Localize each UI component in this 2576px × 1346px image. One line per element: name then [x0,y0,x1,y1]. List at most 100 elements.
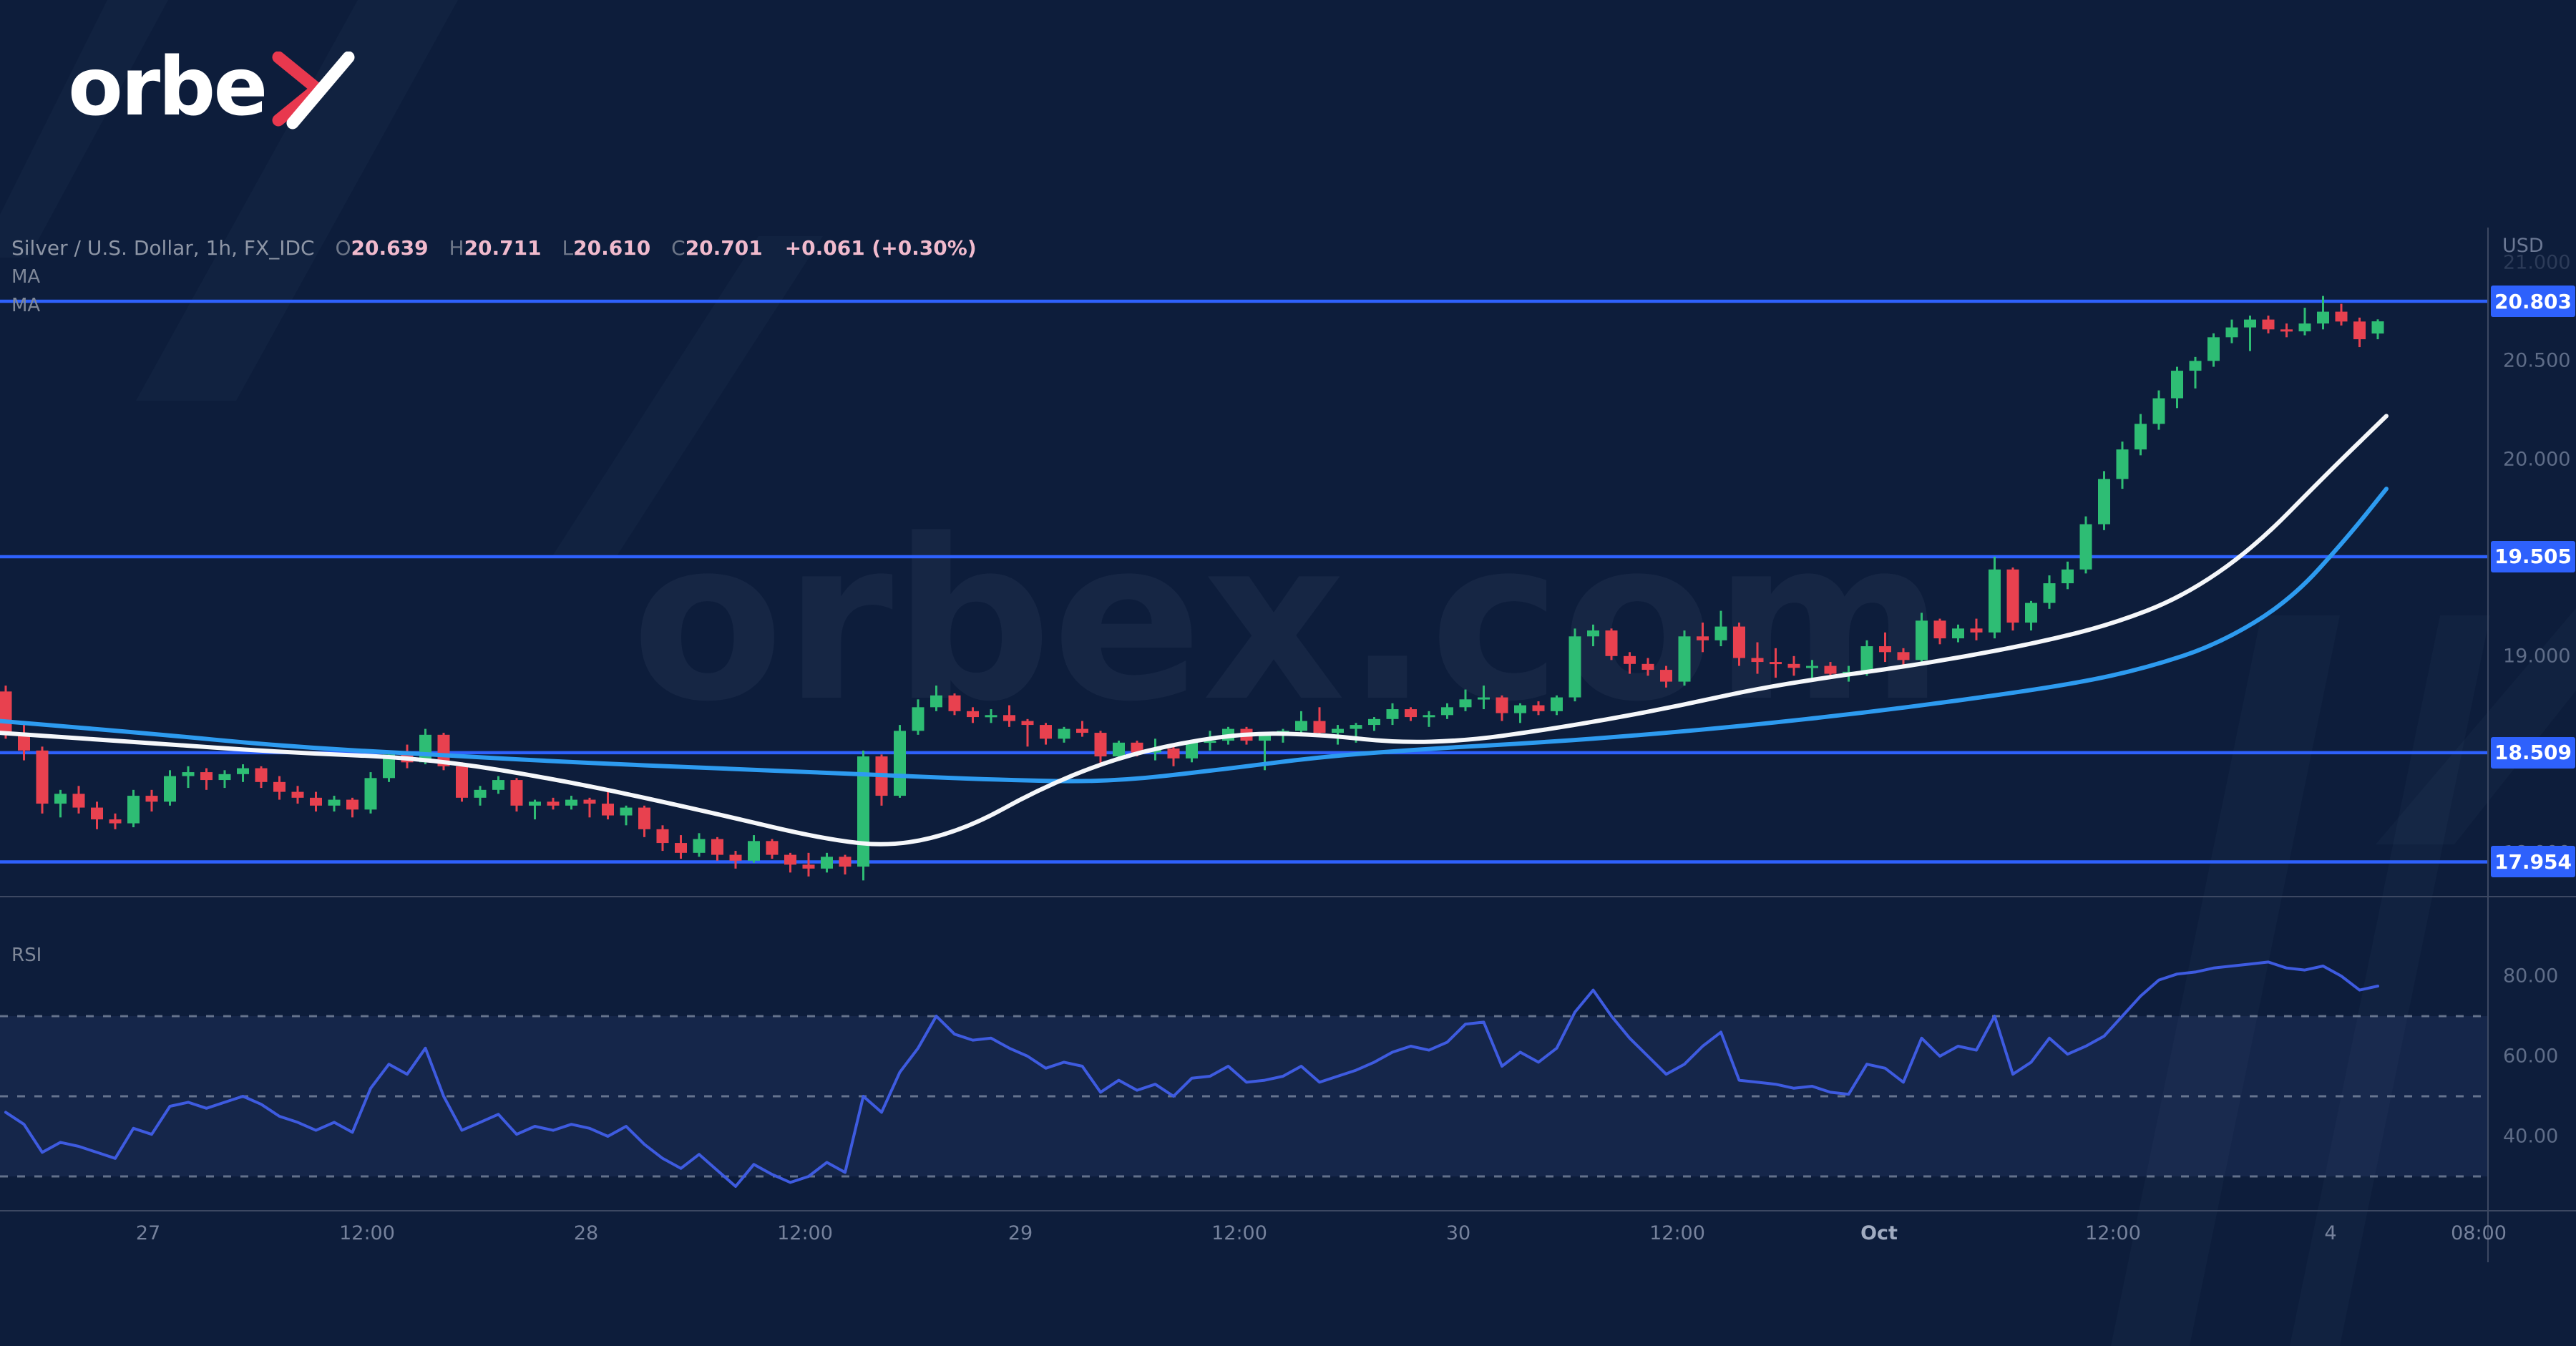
candle-body [291,791,304,798]
ma2-label[interactable]: MA [11,295,41,316]
time-tick-12:00: 12:00 [2085,1222,2141,1244]
price-badge-18.509: 18.509 [2491,736,2575,769]
candle-body [1751,658,1764,663]
candle-body [1496,697,1508,713]
ma-blue-line [0,487,2389,784]
rsi-tick-40.00: 40.00 [2503,1125,2559,1148]
logo-x-icon [272,52,355,130]
candle-body [2135,424,2147,450]
candle-body [1441,707,1453,716]
close-value: 20.701 [685,236,763,260]
candle-body [1131,742,1143,753]
symbol-title[interactable]: Silver / U.S. Dollar, 1h, FX_IDC [11,236,315,260]
ma-white-line [0,414,2389,847]
rsi-tick-60.00: 60.00 [2503,1045,2559,1068]
price-badge-20.803: 20.803 [2491,286,2575,317]
logo-wordmark: orbe [68,41,268,134]
candle-body [583,799,596,804]
time-tick-27: 27 [135,1222,161,1244]
candle-body [1386,709,1399,719]
candle-body [565,799,577,806]
candle-body [2006,569,2019,623]
candle-body [218,774,231,781]
candle-body [693,839,706,853]
candle-body [0,691,12,733]
candle-body [1405,709,1417,718]
candle-body [2225,327,2238,338]
candle-body [1824,665,1837,674]
candle-body [182,772,195,776]
rsi-label[interactable]: RSI [11,945,42,966]
candle-body [1933,620,1946,639]
time-tick-28: 28 [573,1222,599,1244]
candle-body [857,756,869,867]
rsi-line [4,960,2379,1188]
price-tick-20.000: 20.000 [2503,448,2571,471]
candle-body [273,781,286,792]
candle-body [1058,728,1070,739]
watermark: orbex.com [631,492,1944,751]
candle-body [1806,665,1818,668]
change-value: +0.061 (+0.30%) [784,236,977,260]
ma1-label[interactable]: MA [11,266,41,288]
candle-body [492,780,504,790]
candle-body [437,734,450,766]
candle-body [2335,311,2348,322]
candle-body [1478,697,1490,700]
candle-body [1989,569,2001,633]
candle-body [2371,321,2384,334]
candle-body [346,799,358,810]
candle-body [711,839,723,855]
candle-body [18,733,30,751]
candle-body [164,776,176,802]
candle-body [839,857,852,867]
candle-body [364,778,377,810]
candle-body [54,794,67,804]
candle-body [1113,742,1125,757]
candle-body [1003,715,1015,721]
candle-body [1514,705,1526,713]
candle-body [2244,319,2256,328]
candle-body [2189,361,2202,371]
candle-body [2152,398,2165,424]
candle-body [1186,742,1198,759]
candle-body [1952,628,1964,639]
candle-body [383,754,395,779]
time-tick-30: 30 [1445,1222,1471,1244]
candle-body [894,731,906,796]
candle-body [255,768,268,782]
candle-body [310,797,322,806]
candle-body [1714,626,1727,640]
candle-body [638,807,650,829]
candle-body [2298,323,2311,332]
time-tick-12:00: 12:00 [1649,1222,1705,1244]
open-value: 20.639 [351,236,429,260]
time-tick-29: 29 [1008,1222,1033,1244]
candle-body [2062,569,2074,584]
candle-body [620,807,633,816]
candle-body [1697,636,1709,640]
candle-body [1459,699,1472,708]
candle-body [1605,630,1618,656]
candle-body [802,864,815,869]
candle-body [1532,705,1545,711]
candle-body [2317,311,2329,324]
candle-body [948,695,961,711]
candle-body [1770,662,1782,665]
candle-body [2280,329,2293,332]
time-tick-08:00: 08:00 [2451,1222,2507,1244]
candle-body [1879,646,1891,653]
candle-body [1733,626,1745,658]
candle-body [109,819,122,824]
candle-body [985,715,997,718]
high-label: H [449,236,464,260]
candle-body [328,799,341,806]
candle-body [2079,524,2092,570]
high-value: 20.711 [464,236,542,260]
candle-body [36,750,49,804]
candle-body [1076,728,1088,733]
time-tick-12:00: 12:00 [1211,1222,1267,1244]
candle-body [2116,449,2129,479]
